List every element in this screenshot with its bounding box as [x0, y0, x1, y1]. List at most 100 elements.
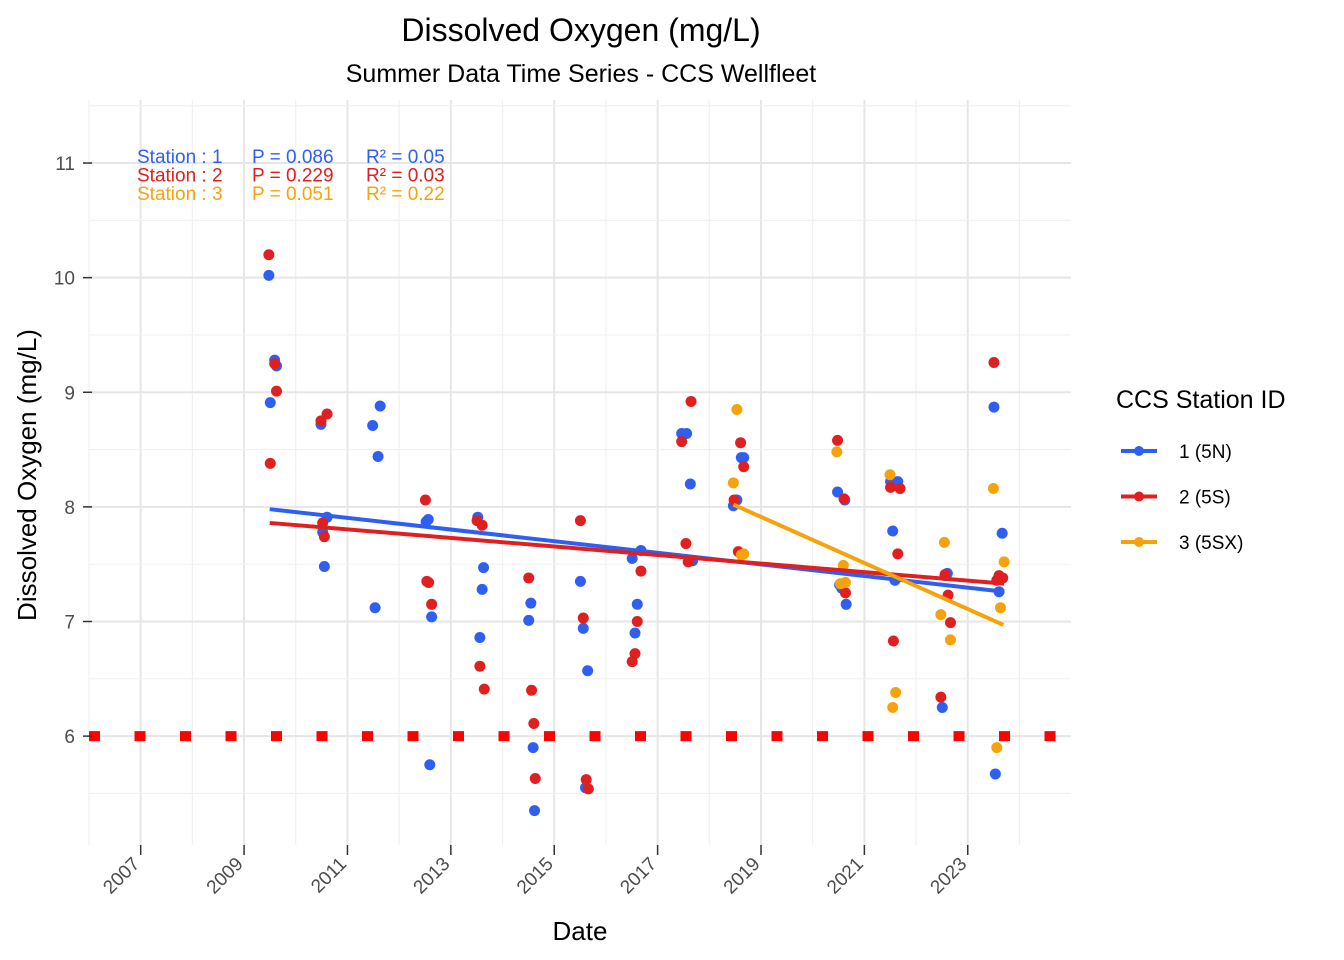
point-station-2: [832, 434, 844, 446]
point-station-2: [839, 587, 851, 599]
point-station-3: [727, 477, 739, 489]
point-station-2: [838, 493, 850, 505]
point-station-1: [840, 598, 852, 610]
x-axis-title: Date: [553, 916, 608, 946]
point-station-3: [731, 403, 743, 415]
x-tick-label: 2007: [99, 854, 144, 899]
point-station-2: [523, 572, 535, 584]
stat-r-squared: R² = 0.03: [366, 166, 445, 187]
stat-station-label: Station : 3: [137, 184, 223, 205]
stat-r-squared: R² = 0.05: [366, 147, 445, 168]
point-station-3: [938, 536, 950, 548]
point-station-2: [478, 683, 490, 695]
point-station-1: [424, 759, 436, 771]
point-station-1: [684, 478, 696, 490]
point-station-1: [936, 701, 948, 713]
point-station-1: [996, 527, 1008, 539]
point-station-2: [631, 616, 643, 627]
point-station-2: [577, 612, 589, 624]
point-station-2: [526, 684, 538, 696]
point-station-1: [832, 486, 844, 498]
x-tick-label: 2019: [720, 854, 765, 899]
point-station-2: [423, 577, 435, 589]
point-station-1: [582, 665, 594, 677]
point-station-1: [629, 627, 641, 639]
point-station-1: [369, 602, 381, 614]
point-station-2: [997, 572, 1009, 584]
trend-lines: [269, 502, 1005, 627]
point-station-3: [890, 687, 902, 699]
point-station-3: [884, 469, 896, 481]
point-station-3: [998, 556, 1010, 568]
point-station-2: [728, 494, 740, 506]
y-tick-label: 6: [64, 727, 75, 748]
y-tick-label: 10: [54, 269, 75, 290]
point-station-2: [685, 395, 697, 407]
point-station-3: [944, 634, 956, 646]
legend-label: 1 (5N): [1179, 442, 1232, 463]
point-station-3: [839, 577, 851, 589]
point-station-1: [523, 614, 535, 626]
y-tick-label: 8: [64, 498, 75, 519]
y-tick-label: 11: [55, 154, 75, 175]
x-tick-label: 2009: [203, 854, 248, 899]
stat-r-squared: R² = 0.22: [366, 184, 445, 205]
x-tick-label: 2021: [823, 854, 868, 899]
point-station-1: [738, 452, 750, 464]
point-station-2: [263, 249, 275, 261]
legend-key-dot: [1134, 537, 1144, 547]
point-station-1: [372, 450, 384, 462]
x-tick-label: 2015: [513, 854, 558, 899]
legend: CCS Station ID 1 (5N) 2 (5S) 3 (5SX): [1116, 386, 1286, 554]
data-points: [263, 249, 1010, 817]
legend-label: 3 (5SX): [1179, 533, 1243, 554]
point-station-2: [680, 538, 692, 550]
point-station-3: [837, 559, 849, 571]
point-station-2: [944, 617, 956, 629]
point-station-1: [476, 583, 488, 595]
legend-title: CCS Station ID: [1116, 386, 1286, 414]
stat-station-label: Station : 2: [137, 166, 223, 187]
point-station-2: [988, 356, 1000, 368]
point-station-2: [426, 598, 438, 610]
trend-line-station-2: [269, 520, 1005, 586]
point-station-2: [735, 437, 747, 449]
point-station-3: [987, 483, 999, 495]
legend-label: 2 (5S): [1179, 488, 1231, 509]
stat-station-label: Station : 1: [137, 147, 223, 168]
stat-p-value: P = 0.086: [252, 147, 334, 168]
y-axis-title: Dissolved Oxygen (mg/L): [12, 329, 42, 621]
trend-line-station-3: [732, 502, 1005, 627]
y-axis-ticks: 6 7 8 9 10 11: [54, 154, 92, 748]
point-station-1: [374, 400, 386, 412]
point-station-1: [529, 805, 541, 817]
chart-title: Dissolved Oxygen (mg/L): [401, 12, 760, 48]
point-station-1: [263, 269, 275, 281]
point-station-1: [577, 622, 589, 634]
trend-line-station-1: [269, 507, 1005, 594]
grid-lines: [88, 100, 1071, 845]
point-station-1: [988, 401, 1000, 413]
point-station-1: [318, 560, 330, 572]
x-tick-label: 2013: [410, 854, 455, 899]
point-station-3: [831, 446, 843, 458]
point-station-1: [426, 611, 438, 623]
point-station-1: [631, 598, 643, 610]
point-station-2: [635, 565, 647, 577]
point-station-2: [529, 773, 541, 785]
point-station-2: [474, 660, 486, 672]
point-station-2: [582, 783, 594, 795]
point-station-1: [474, 632, 486, 644]
point-station-1: [478, 562, 490, 574]
x-tick-label: 2023: [927, 854, 972, 899]
point-station-2: [476, 519, 488, 531]
point-station-2: [887, 635, 899, 647]
regression-stats: Station : 1 P = 0.086 R² = 0.05 Station : 2…: [137, 147, 445, 205]
stat-p-value: P = 0.229: [252, 166, 334, 187]
x-tick-label: 2017: [616, 854, 661, 899]
point-station-1: [525, 597, 537, 609]
point-station-1: [527, 742, 539, 754]
point-station-2: [528, 718, 540, 730]
point-station-1: [681, 428, 693, 440]
